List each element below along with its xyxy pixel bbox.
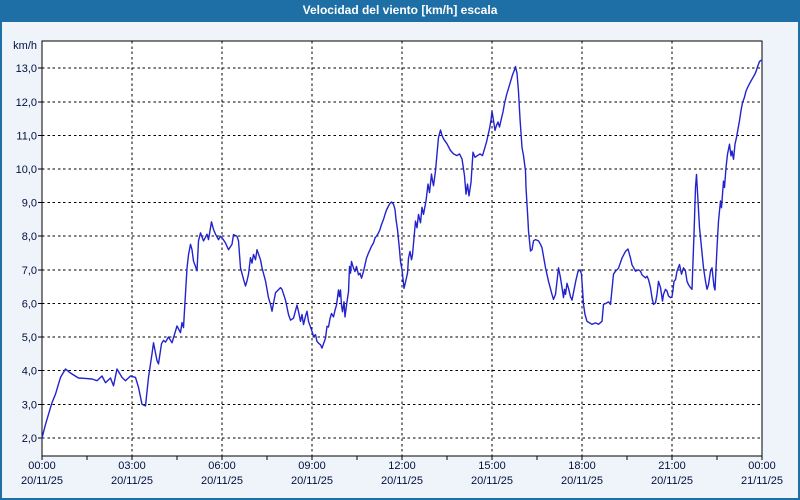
x-tick-time-label: 15:00 (478, 460, 506, 472)
y-tick-label: 9,0 (22, 198, 37, 210)
y-tick-label: 7,0 (22, 265, 37, 277)
x-tick-date-label: 20/11/25 (651, 475, 693, 487)
y-tick-label: 13,0 (16, 63, 37, 75)
x-tick-date-label: 21/11/25 (741, 475, 783, 487)
y-tick-label: 6,0 (22, 298, 37, 310)
y-tick-label: 8,0 (22, 231, 37, 243)
y-tick-label: 4,0 (22, 366, 37, 378)
x-tick-time-label: 00:00 (748, 460, 776, 472)
x-tick-date-label: 20/11/25 (201, 475, 243, 487)
wind-speed-line (41, 59, 763, 439)
title-bar: Velocidad del viento [km/h] escala (0, 0, 800, 22)
x-tick-time-label: 21:00 (658, 460, 686, 472)
x-tick-date-label: 20/11/25 (561, 475, 603, 487)
y-tick-label: 3,0 (22, 399, 37, 411)
x-tick-time-label: 06:00 (208, 460, 236, 472)
x-tick-time-label: 00:00 (28, 460, 56, 472)
y-tick-label: 11,0 (16, 130, 37, 142)
x-tick-date-label: 20/11/25 (21, 475, 63, 487)
y-tick-label: 12,0 (16, 97, 37, 109)
x-tick-time-label: 18:00 (568, 460, 596, 472)
x-tick-time-label: 12:00 (388, 460, 416, 472)
y-tick-label: 10,0 (16, 164, 37, 176)
y-axis-unit-label: km/h (13, 40, 37, 52)
x-tick-date-label: 20/11/25 (471, 475, 513, 487)
y-tick-label: 5,0 (22, 332, 37, 344)
x-tick-date-label: 20/11/25 (291, 475, 333, 487)
y-tick-label: 2,0 (22, 433, 37, 445)
x-tick-date-label: 20/11/25 (111, 475, 153, 487)
window-title: Velocidad del viento [km/h] escala (302, 3, 498, 17)
x-tick-date-label: 20/11/25 (381, 475, 423, 487)
x-tick-time-label: 09:00 (298, 460, 326, 472)
x-tick-time-label: 03:00 (118, 460, 146, 472)
